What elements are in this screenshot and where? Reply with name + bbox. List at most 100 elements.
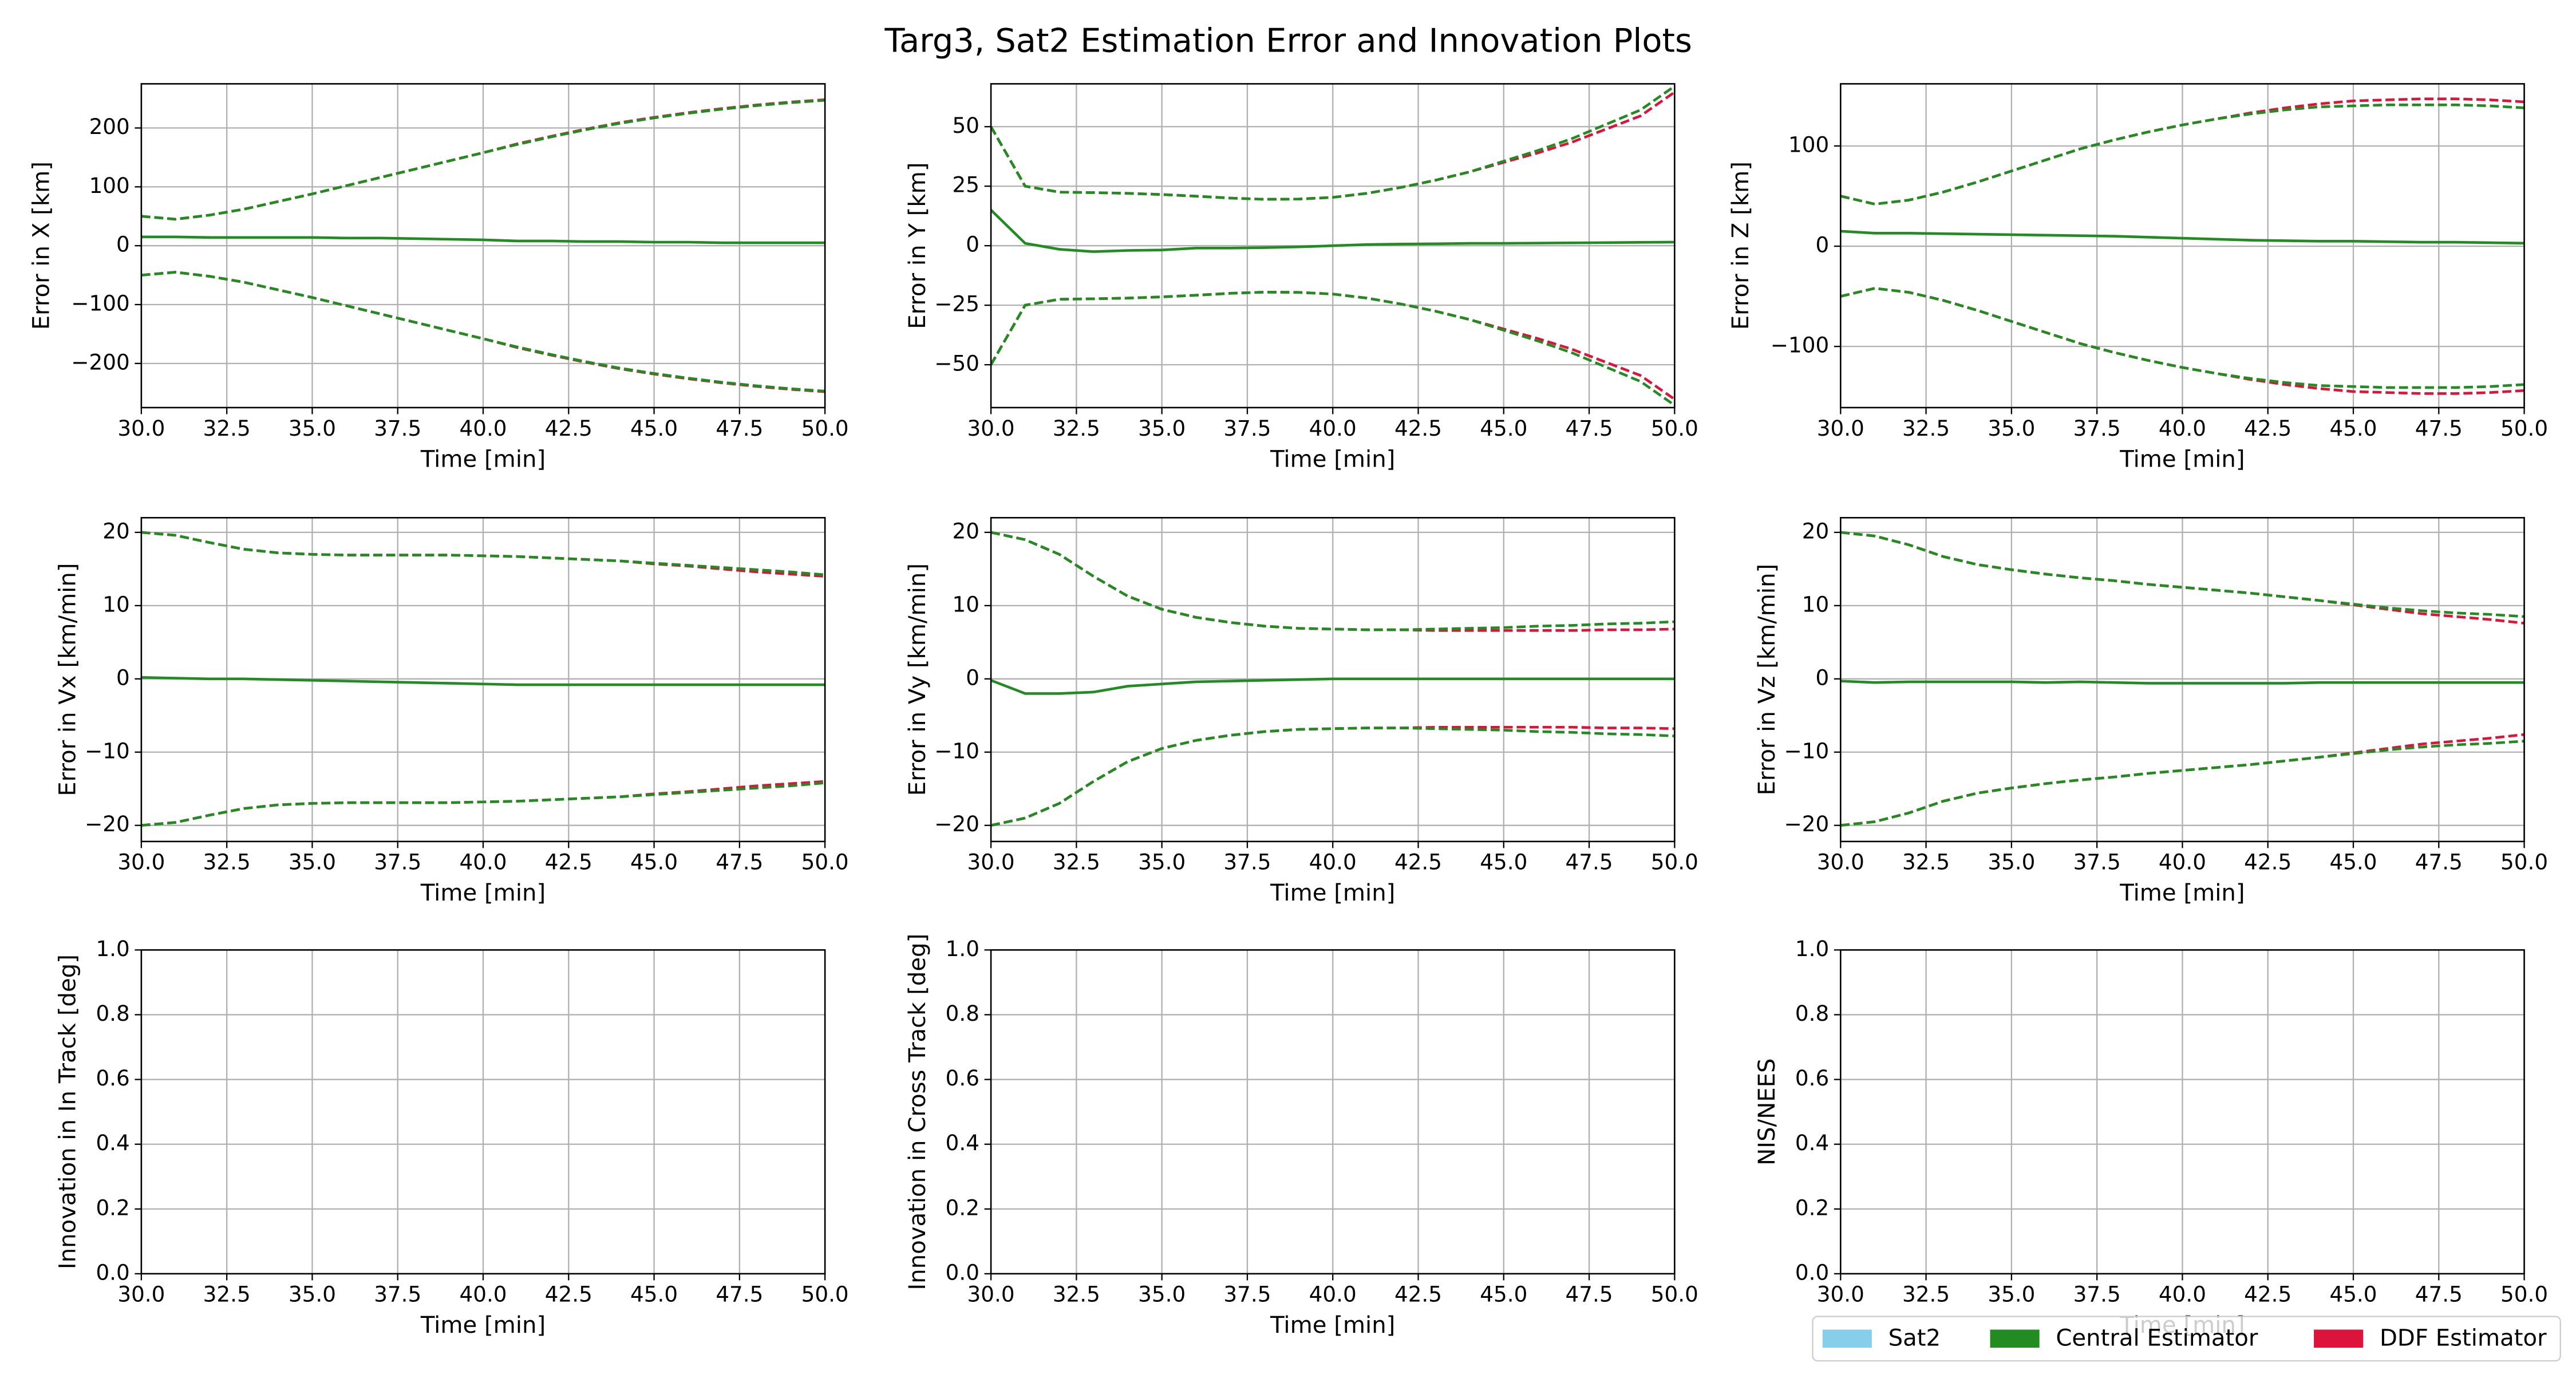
x-tick-label: 37.5 <box>374 416 421 441</box>
y-axis-label: Error in Z [km] <box>1728 161 1754 330</box>
y-tick-label: 0 <box>966 665 979 690</box>
series-line <box>141 235 825 244</box>
y-tick-label: 1.0 <box>1795 936 1829 961</box>
x-tick-label: 37.5 <box>2073 850 2121 875</box>
series-line <box>1840 230 2524 245</box>
x-tick-label: 50.0 <box>2500 850 2548 875</box>
y-tick-label: −20 <box>934 811 979 836</box>
x-tick-label: 32.5 <box>1053 1282 1100 1307</box>
y-tick-label: 0.8 <box>96 1001 129 1026</box>
x-tick-label: 45.0 <box>630 416 678 441</box>
y-tick-label: 0.2 <box>946 1195 979 1220</box>
y-tick-label: 0.2 <box>1795 1195 1829 1220</box>
x-tick-label: 40.0 <box>2159 1282 2206 1307</box>
series-line <box>1840 103 2524 206</box>
x-tick-label: 40.0 <box>1309 850 1357 875</box>
y-tick-label: −10 <box>1784 738 1829 763</box>
x-tick-label: 32.5 <box>1902 850 1950 875</box>
series-line <box>141 676 825 686</box>
axes-frame <box>140 517 826 843</box>
y-tick-label: 0.0 <box>96 1260 129 1285</box>
x-axis-label: Time [min] <box>1270 1312 1395 1339</box>
y-tick-label: 0.0 <box>1795 1260 1829 1285</box>
x-tick-label: 35.0 <box>1138 850 1186 875</box>
x-tick-label: 42.5 <box>545 850 592 875</box>
x-tick-label: 42.5 <box>545 416 592 441</box>
y-tick-label: 100 <box>89 173 130 198</box>
y-tick-label: −25 <box>934 291 979 317</box>
x-tick-label: 32.5 <box>203 850 251 875</box>
x-tick-label: 50.0 <box>801 850 849 875</box>
x-tick-label: 32.5 <box>1902 1282 1950 1307</box>
x-tick-label: 30.0 <box>117 1282 165 1307</box>
x-tick-label: 50.0 <box>801 416 849 441</box>
x-tick-label: 37.5 <box>2073 416 2121 441</box>
x-tick-label: 42.5 <box>2244 416 2291 441</box>
y-tick-label: 0 <box>1815 665 1829 690</box>
axes-frame <box>1840 517 2525 843</box>
x-tick-label: 47.5 <box>1566 1282 1613 1307</box>
x-tick-label: 32.5 <box>203 416 251 441</box>
y-tick-label: 1.0 <box>96 936 129 961</box>
series-line <box>1840 740 2524 827</box>
x-tick-label: 47.5 <box>716 416 763 441</box>
y-tick-label: 0.2 <box>96 1195 129 1220</box>
y-tick-label: 0 <box>116 665 130 690</box>
y-axis-label: Error in Y [km] <box>904 163 931 329</box>
y-axis-label: Innovation in In Track [deg] <box>55 954 81 1269</box>
x-tick-label: 30.0 <box>117 850 165 875</box>
y-tick-label: −200 <box>71 349 129 374</box>
axes-frame <box>990 83 1676 409</box>
y-tick-label: 0.6 <box>946 1065 979 1091</box>
x-tick-label: 37.5 <box>374 1282 421 1307</box>
x-tick-label: 30.0 <box>1817 850 1864 875</box>
y-tick-label: 0.6 <box>1795 1065 1829 1091</box>
x-tick-label: 40.0 <box>1309 416 1357 441</box>
y-tick-label: 20 <box>102 518 129 543</box>
legend-swatch <box>1822 1329 1872 1348</box>
legend-box <box>1812 1316 2561 1362</box>
x-tick-label: 30.0 <box>1817 1282 1864 1307</box>
x-tick-label: 35.0 <box>1988 1282 2035 1307</box>
y-tick-label: 0.0 <box>946 1260 979 1285</box>
x-tick-label: 40.0 <box>459 1282 507 1307</box>
x-tick-label: 37.5 <box>374 850 421 875</box>
y-axis-label: Innovation in Cross Track [deg] <box>904 934 931 1290</box>
legend-label: Central Estimator <box>2056 1325 2258 1352</box>
legend-label: DDF Estimator <box>2380 1325 2547 1352</box>
x-tick-label: 37.5 <box>1223 850 1271 875</box>
x-tick-label: 30.0 <box>967 850 1015 875</box>
x-tick-label: 42.5 <box>2244 1282 2291 1307</box>
plot-area <box>1840 531 2524 827</box>
x-tick-label: 37.5 <box>1223 1282 1271 1307</box>
x-tick-label: 35.0 <box>1138 1282 1186 1307</box>
axes-frame <box>140 83 826 409</box>
x-tick-label: 45.0 <box>1480 416 1527 441</box>
x-tick-label: 45.0 <box>2329 850 2377 875</box>
x-tick-label: 37.5 <box>1223 416 1271 441</box>
x-tick-label: 47.5 <box>716 850 763 875</box>
axes-frame <box>1840 83 2525 409</box>
x-tick-label: 30.0 <box>967 1282 1015 1307</box>
series-line <box>991 531 1675 632</box>
y-tick-label: 0 <box>1815 232 1829 258</box>
x-tick-label: 42.5 <box>1394 850 1442 875</box>
series-line <box>1840 531 2524 618</box>
series-line <box>991 725 1675 827</box>
x-tick-label: 40.0 <box>2159 850 2206 875</box>
y-tick-label: −20 <box>1784 811 1829 836</box>
series-line <box>991 531 1675 631</box>
y-tick-label: −20 <box>85 811 130 836</box>
x-tick-label: 42.5 <box>1394 416 1442 441</box>
x-tick-label: 32.5 <box>1902 416 1950 441</box>
x-tick-label: 45.0 <box>1480 850 1527 875</box>
x-tick-label: 35.0 <box>289 416 336 441</box>
x-tick-label: 40.0 <box>1309 1282 1357 1307</box>
legend-swatch <box>2314 1329 2364 1348</box>
y-tick-label: 0.4 <box>946 1130 979 1155</box>
y-axis-label: Error in Vz [km/min] <box>1754 564 1780 796</box>
y-tick-label: 0.4 <box>96 1130 129 1155</box>
